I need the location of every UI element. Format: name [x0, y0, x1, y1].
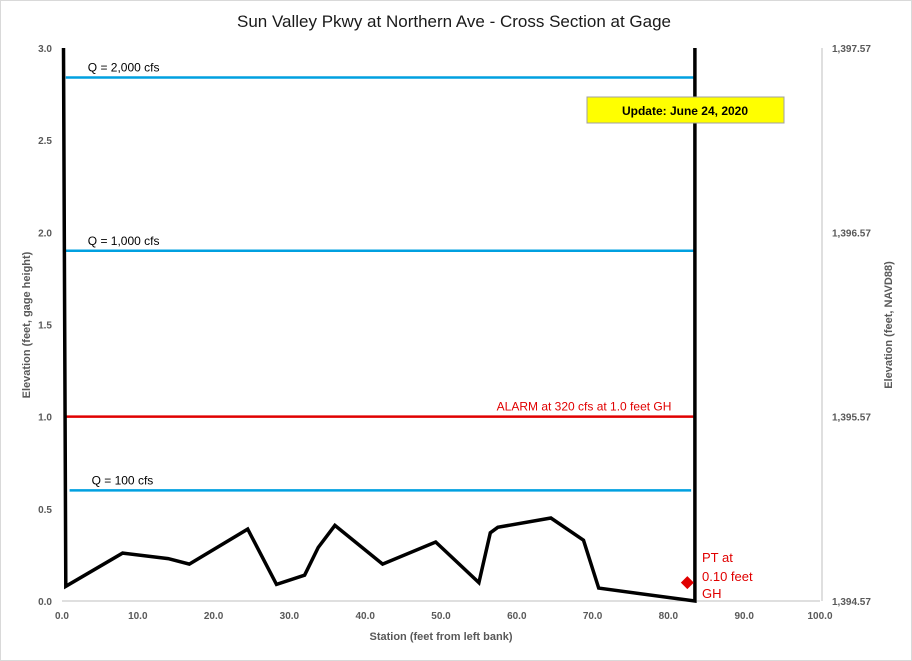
y-left-axis-title: Elevation (feet, gage height) [21, 251, 33, 398]
y-right-axis-title: Elevation (feet, NAVD88) [883, 261, 895, 389]
reference-line-label: Q = 100 cfs [92, 473, 154, 487]
x-tick-label: 60.0 [507, 611, 527, 622]
x-tick-label: 40.0 [355, 611, 375, 622]
x-tick-label: 20.0 [204, 611, 224, 622]
x-tick-label: 0.0 [55, 611, 69, 622]
reference-line-label: Q = 2,000 cfs [88, 60, 160, 74]
pt-label-line-1: PT at [702, 550, 733, 565]
x-tick-label: 50.0 [431, 611, 451, 622]
update-badge: Update: June 24, 2020 [586, 96, 785, 124]
y-left-tick-label: 3.0 [38, 44, 52, 55]
update-badge-box [586, 96, 785, 124]
update-badge-text: Update: June 24, 2020 [622, 104, 748, 118]
pt-marker [680, 576, 694, 590]
pt-label-line-3: GH [702, 586, 722, 601]
x-tick-label: 100.0 [807, 611, 832, 622]
y-left-tick-label: 0.5 [38, 505, 52, 516]
reference-line-label: Q = 1,000 cfs [88, 234, 160, 248]
y-left-tick-label: 2.0 [38, 228, 52, 239]
y-left-tick-label: 1.0 [38, 413, 52, 424]
y-left-tick-label: 1.5 [38, 321, 52, 332]
y-right-tick-label: 1,395.57 [832, 413, 871, 424]
cross-section-line [61, 47, 697, 604]
y-right-tick-label: 1,396.57 [832, 228, 871, 239]
x-axis-title: Station (feet from left bank) [369, 631, 512, 643]
x-tick-labels: 0.0 10.0 20.0 30.0 40.0 50.0 60.0 70.0 80.0 90.0 1… [55, 611, 833, 622]
pt-label-line-2: 0.10 feet [702, 569, 753, 584]
x-tick-label: 30.0 [280, 611, 300, 622]
reference-lines: Q = 2,000 cfs Q = 1,000 cfs ALARM at 320 c… [65, 60, 694, 492]
x-tick-label: 10.0 [128, 611, 148, 622]
y-right-tick-label: 1,397.57 [832, 44, 871, 55]
y-right-tick-labels: 1,394.57 1,395.57 1,396.57 1,397.57 [832, 44, 871, 608]
x-tick-label: 80.0 [659, 611, 679, 622]
series-layer [61, 47, 697, 604]
y-right-tick-label: 1,394.57 [832, 597, 871, 608]
y-left-tick-label: 0.0 [38, 597, 52, 608]
chart-title: Sun Valley Pkwy at Northern Ave - Cross … [237, 12, 671, 31]
y-left-tick-label: 2.5 [38, 136, 52, 147]
reference-line-label: ALARM at 320 cfs at 1.0 feet GH [497, 400, 672, 414]
x-tick-label: 90.0 [734, 611, 754, 622]
x-tick-label: 70.0 [583, 611, 603, 622]
pressure-transducer: PT at 0.10 feet GH [680, 550, 753, 601]
y-left-tick-labels: 0.0 0.5 1.0 1.5 2.0 2.5 3.0 [38, 44, 52, 608]
